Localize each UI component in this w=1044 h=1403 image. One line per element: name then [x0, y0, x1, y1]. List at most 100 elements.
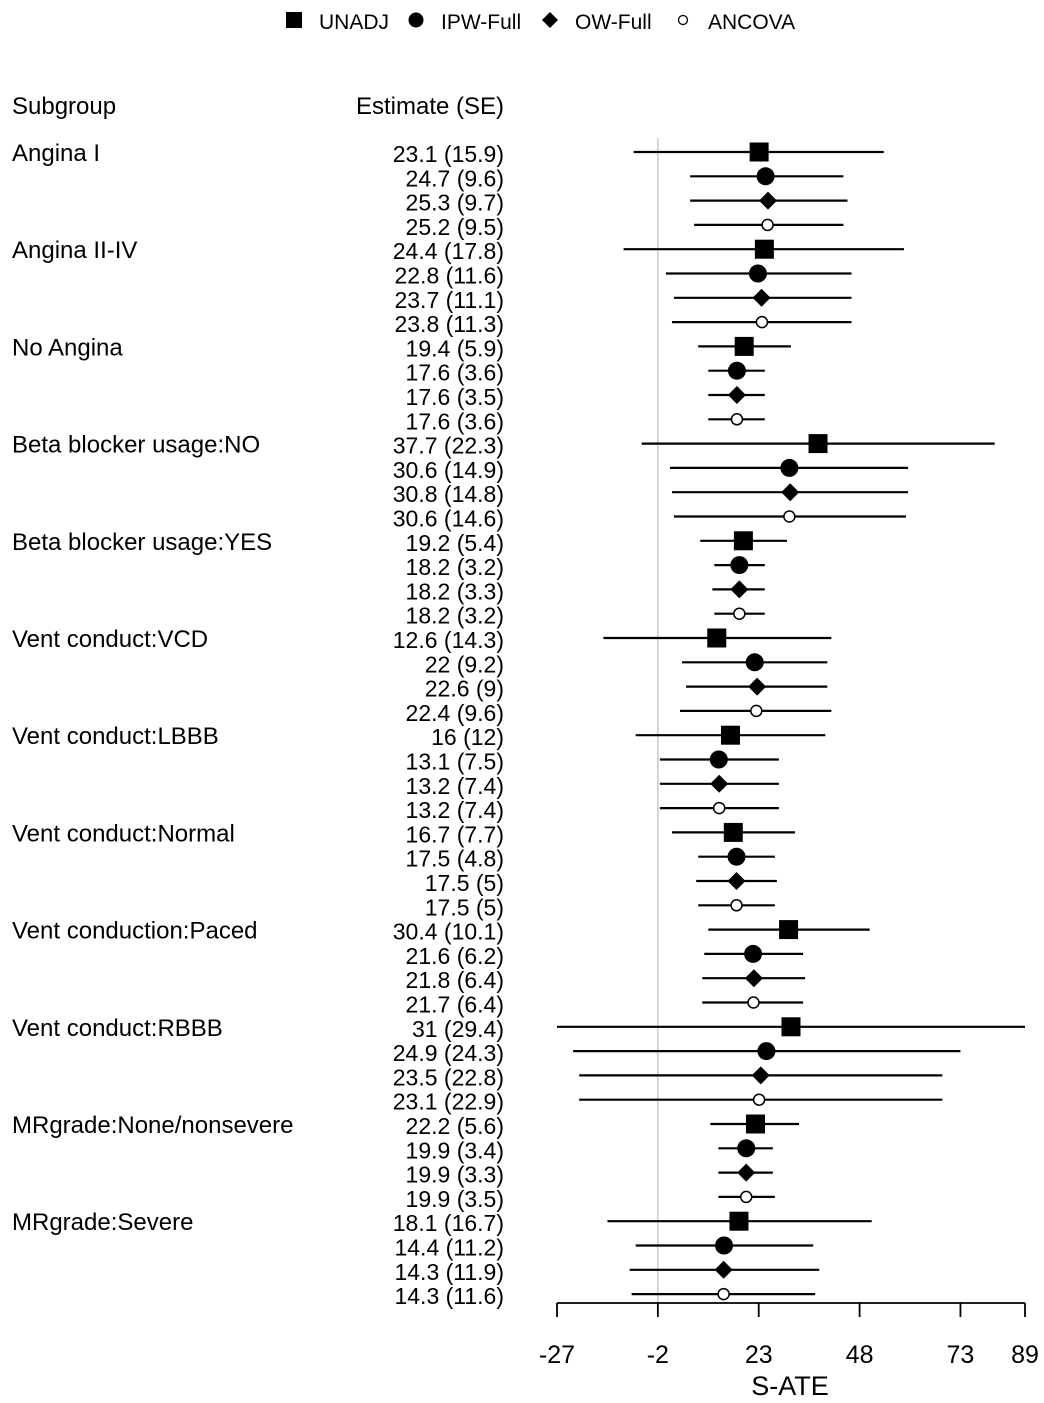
estimate-label: 13.2 (7.4)	[406, 797, 504, 823]
point-estimate	[752, 288, 771, 307]
point-estimate	[761, 218, 774, 232]
estimate-label: 17.6 (3.6)	[406, 360, 504, 386]
point-estimate	[712, 801, 726, 815]
estimate-label: 19.4 (5.9)	[406, 335, 504, 361]
point-estimate	[734, 336, 754, 356]
legend-label: UNADJ	[319, 11, 389, 34]
plot-rows: Angina I 23.1 (15.9)24.7 (9.6)25.3 (9.7)2…	[12, 140, 1025, 1309]
estimate-label: 16.7 (7.7)	[406, 821, 504, 847]
subgroup-label: Vent conduct:RBBB	[12, 1015, 223, 1042]
subgroup-label: Vent conduct:Normal	[12, 820, 235, 847]
point-estimate	[710, 774, 729, 793]
estimate-label: 17.5 (5)	[425, 870, 504, 896]
point-estimate	[759, 191, 778, 210]
subgroup-label: Vent conduct:LBBB	[12, 723, 219, 750]
estimate-label: 21.6 (6.2)	[406, 943, 504, 969]
point-estimate	[744, 944, 763, 963]
point-estimate	[779, 920, 799, 940]
estimate-label: 18.2 (3.3)	[406, 578, 504, 604]
estimate-label: 30.6 (14.6)	[393, 506, 504, 532]
estimate-label: 12.6 (14.3)	[393, 627, 504, 653]
estimate-label: 30.8 (14.8)	[393, 481, 504, 507]
tick-label: 23	[745, 1341, 773, 1369]
point-estimate	[752, 1093, 766, 1106]
point-estimate	[730, 580, 749, 599]
estimate-label: 14.3 (11.6)	[394, 1283, 504, 1309]
estimate-label: 18.2 (3.2)	[406, 603, 504, 629]
legend-label: IPW-Full	[441, 11, 521, 34]
estimate-label: 13.1 (7.5)	[406, 749, 504, 775]
legend-marker	[408, 12, 424, 28]
estimate-label: 17.6 (3.5)	[406, 384, 504, 410]
estimate-label: 25.2 (9.5)	[406, 214, 504, 240]
point-estimate	[707, 628, 727, 648]
point-estimate	[748, 677, 767, 696]
point-estimate	[727, 847, 746, 866]
legend-marker	[677, 14, 689, 26]
x-axis: -27 -2 23 48 73 89	[539, 1302, 1039, 1369]
legend-label: OW-Full	[575, 11, 652, 34]
estimate-label: 23.7 (11.1)	[394, 287, 504, 313]
point-estimate	[730, 413, 744, 426]
subgroup-label: Vent conduct:VCD	[12, 626, 208, 653]
estimate-label: 37.7 (22.3)	[393, 433, 504, 459]
tick-label: -2	[647, 1341, 669, 1369]
estimate-label: 17.5 (5)	[425, 894, 504, 920]
point-estimate	[756, 167, 775, 186]
estimate-label: 16 (12)	[431, 724, 504, 750]
tick-label: 73	[947, 1341, 975, 1369]
point-estimate	[783, 510, 796, 523]
point-estimate	[733, 607, 746, 620]
point-estimate	[747, 996, 760, 1009]
estimate-label: 25.3 (9.7)	[406, 190, 504, 216]
estimate-label: 23.5 (22.8)	[393, 1064, 504, 1090]
subgroup-label: MRgrade:None/nonsevere	[12, 1112, 294, 1139]
point-estimate	[727, 361, 746, 380]
point-estimate	[723, 822, 743, 842]
estimate-label: 21.7 (6.4)	[406, 992, 504, 1018]
estimate-label: 23.8 (11.3)	[394, 311, 504, 337]
point-estimate	[727, 386, 746, 404]
legend-entry: UNADJ	[286, 11, 389, 34]
point-estimate	[739, 1190, 753, 1204]
estimate-label: 19.9 (3.5)	[406, 1186, 504, 1212]
subgroup-column-header: Subgroup	[12, 93, 116, 120]
estimate-label: 18.1 (16.7)	[393, 1210, 504, 1236]
estimate-label: 22.4 (9.6)	[406, 700, 504, 726]
subgroup-label: Angina II-IV	[12, 237, 137, 264]
point-estimate	[749, 142, 769, 162]
estimate-label: 14.4 (11.2)	[394, 1235, 504, 1261]
point-estimate	[714, 1260, 733, 1279]
estimate-label: 22.8 (11.6)	[394, 263, 504, 289]
point-estimate	[745, 1114, 765, 1134]
point-estimate	[737, 1139, 756, 1158]
point-estimate	[730, 899, 743, 912]
point-estimate	[717, 1287, 730, 1301]
estimate-label: 19.9 (3.3)	[406, 1162, 504, 1188]
point-estimate	[715, 1236, 734, 1255]
point-estimate	[744, 969, 763, 988]
estimate-label: 18.2 (3.2)	[406, 554, 504, 580]
point-estimate	[729, 1211, 749, 1231]
estimate-label: 24.4 (17.8)	[393, 238, 504, 264]
estimate-label: 19.9 (3.4)	[406, 1137, 504, 1163]
estimate-label: 22.6 (9)	[425, 676, 504, 702]
point-estimate	[754, 239, 774, 259]
point-estimate	[780, 458, 799, 477]
subgroup-label: Vent conduction:Paced	[12, 918, 258, 945]
point-estimate	[781, 1017, 801, 1037]
estimate-label: 21.8 (6.4)	[406, 967, 504, 993]
subgroup-label: Beta blocker usage:YES	[12, 529, 272, 556]
legend-marker	[542, 12, 558, 28]
estimate-label: 13.2 (7.4)	[406, 773, 504, 799]
point-estimate	[751, 1066, 770, 1085]
point-estimate	[727, 872, 746, 890]
tick-label: 48	[846, 1341, 874, 1369]
estimate-label: 17.6 (3.6)	[406, 408, 504, 434]
tick-label: -27	[539, 1341, 575, 1369]
estimate-label: 19.2 (5.4)	[406, 530, 504, 556]
legend: UNADJ IPW-Full OW-Full ANCOVA	[286, 11, 795, 34]
legend-entry: OW-Full	[542, 11, 652, 34]
point-estimate	[733, 531, 753, 551]
